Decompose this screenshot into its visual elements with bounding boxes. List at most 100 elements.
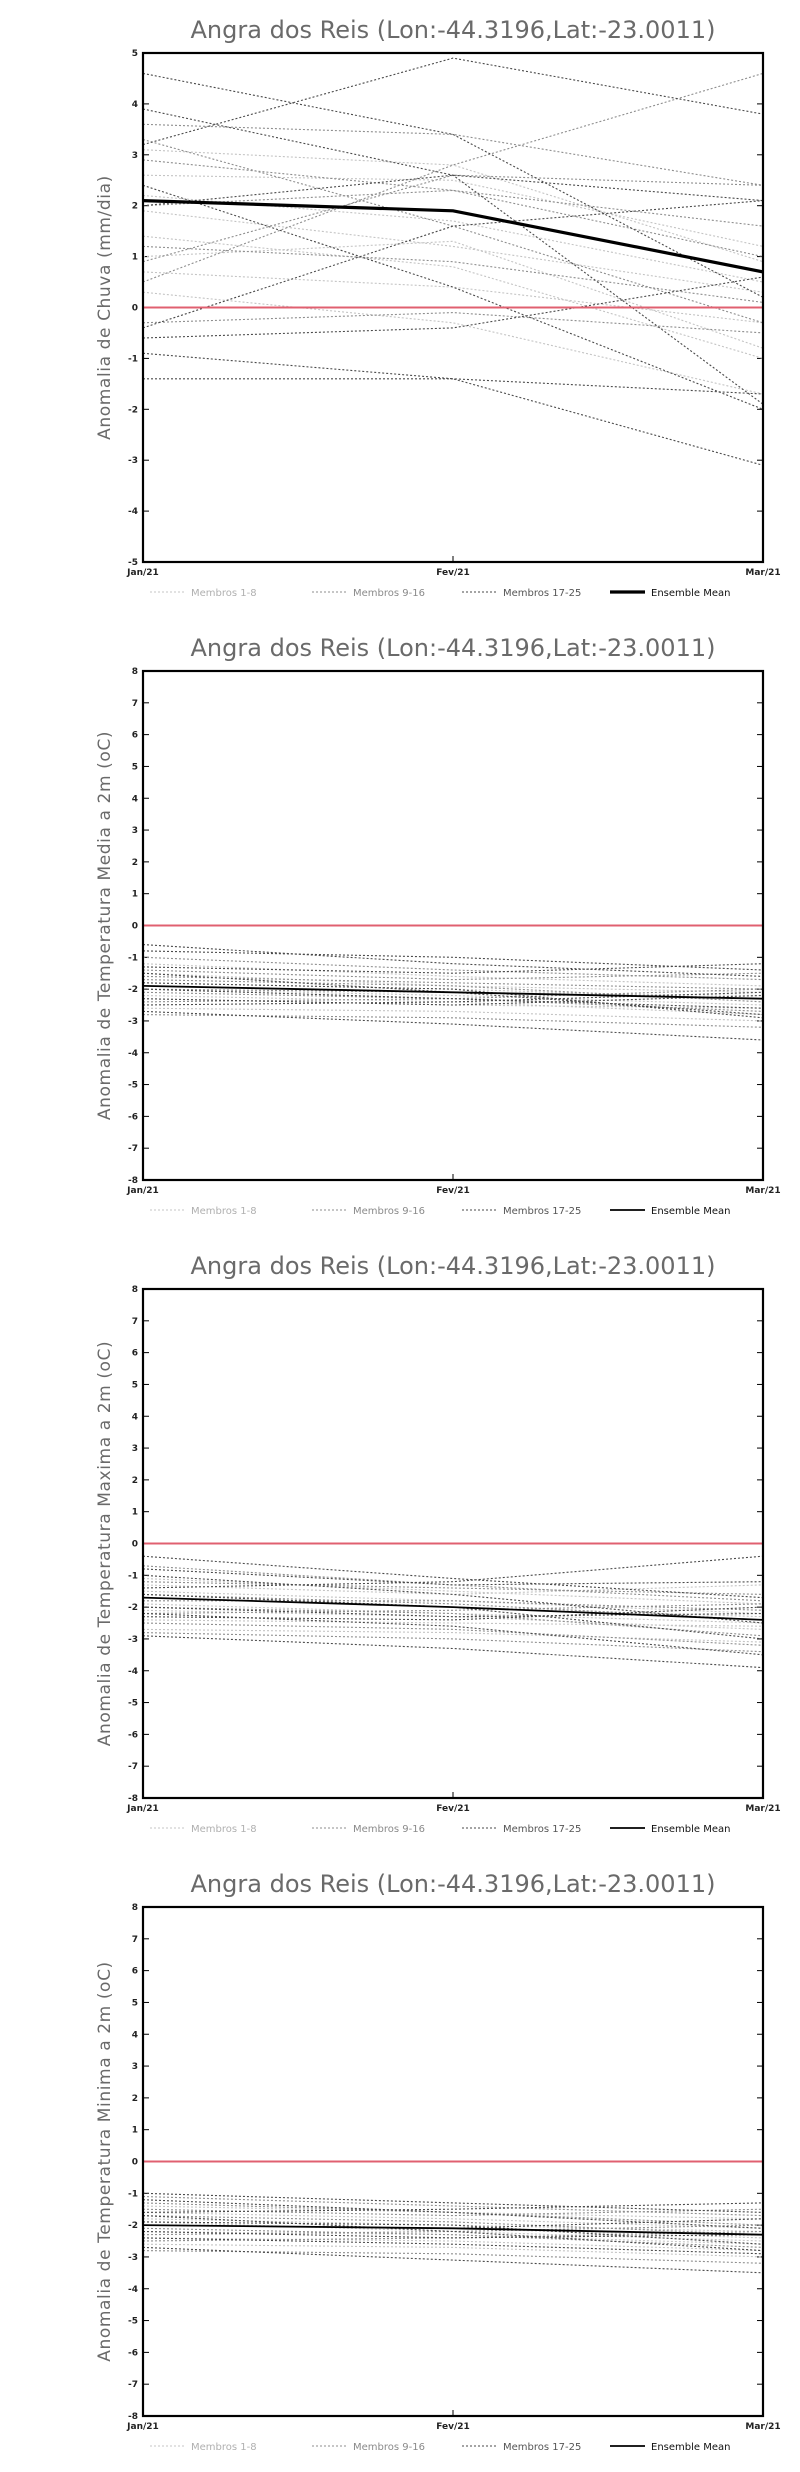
legend-label: Membros 9-16 — [353, 588, 425, 599]
y-axis-label: Anomalia de Chuva (mm/dia) — [95, 175, 115, 440]
y-tick-label: 4 — [132, 1412, 138, 1422]
y-tick-label: -7 — [128, 1144, 138, 1154]
chart-title: Angra dos Reis (Lon:-44.3196,Lat:-23.001… — [191, 16, 716, 44]
y-axis-label: Anomalia de Temperatura Media a 2m (oC) — [95, 731, 115, 1120]
y-tick-label: 4 — [132, 100, 138, 110]
x-tick-label: Fev/21 — [436, 2422, 470, 2432]
member-series-line — [142, 1597, 764, 1618]
member-series-line — [142, 2227, 764, 2248]
x-tick-label: Mar/21 — [745, 2422, 780, 2432]
y-tick-label: -5 — [128, 1699, 138, 1709]
y-tick-label: 1 — [132, 2126, 138, 2136]
y-axis-label: Anomalia de Temperatura Maxima a 2m (oC) — [95, 1341, 115, 1747]
legend-label: Membros 17-25 — [503, 1206, 581, 1217]
member-series-line — [142, 2218, 764, 2229]
member-series-line — [142, 1606, 764, 1637]
member-series-line — [142, 972, 764, 1016]
legend-label: Membros 17-25 — [503, 1824, 581, 1835]
member-series-line — [142, 1603, 764, 1624]
y-tick-label: -6 — [128, 2348, 138, 2358]
chart-svg: Angra dos Reis (Lon:-44.3196,Lat:-23.001… — [95, 634, 781, 1217]
member-series-line — [142, 985, 764, 997]
member-series-line — [142, 988, 764, 1006]
chart-panel-temp-minima: Angra dos Reis (Lon:-44.3196,Lat:-23.001… — [0, 1854, 800, 2472]
x-tick-label: Fev/21 — [436, 1804, 470, 1814]
member-series-line — [142, 1606, 764, 1618]
x-tick-label: Mar/21 — [745, 1804, 780, 1814]
member-series-line — [142, 2237, 764, 2252]
chart-panel-chuva: Angra dos Reis (Lon:-44.3196,Lat:-23.001… — [0, 0, 800, 618]
member-series-line — [142, 982, 764, 1019]
member-series-line — [142, 1007, 764, 1022]
member-series-line — [142, 72, 764, 298]
y-tick-label: 7 — [132, 1317, 138, 1327]
y-tick-label: 1 — [132, 890, 138, 900]
x-tick-label: Fev/21 — [436, 1186, 470, 1196]
member-series-line — [142, 184, 764, 410]
y-tick-label: -5 — [128, 2317, 138, 2327]
legend-label: Membros 1-8 — [191, 588, 257, 599]
y-tick-label: 6 — [132, 731, 138, 741]
member-series-line — [142, 2215, 764, 2252]
member-series-line — [142, 1584, 764, 1595]
member-series-line — [142, 2246, 764, 2274]
member-series-line — [142, 1577, 764, 1605]
member-series-line — [142, 2202, 764, 2226]
member-series-line — [142, 2202, 764, 2213]
member-series-line — [142, 1555, 764, 1599]
y-tick-label: -4 — [128, 507, 138, 517]
member-series-line — [142, 138, 764, 324]
y-tick-label: -3 — [128, 1635, 138, 1645]
member-series-line — [142, 2237, 764, 2255]
member-series-line — [142, 57, 764, 146]
y-tick-label: -2 — [128, 2221, 138, 2231]
y-tick-label: 8 — [132, 667, 138, 677]
member-series-line — [142, 988, 764, 1009]
member-series-line — [142, 969, 764, 981]
ensemble-mean-line — [142, 2224, 764, 2236]
member-series-line — [142, 2230, 764, 2242]
y-tick-label: 0 — [132, 922, 138, 932]
member-series-line — [142, 963, 764, 974]
member-series-line — [142, 1603, 764, 1615]
member-series-line — [142, 312, 764, 334]
y-tick-label: -7 — [128, 2380, 138, 2390]
member-series-line — [142, 1565, 764, 1602]
member-series-line — [142, 2221, 764, 2242]
plot-frame — [141, 1905, 765, 2418]
member-series-line — [142, 2208, 764, 2217]
member-series-line — [142, 240, 764, 349]
y-tick-label: -6 — [128, 1730, 138, 1740]
member-series-line — [142, 950, 764, 971]
y-tick-label: -2 — [128, 405, 138, 415]
y-tick-label: 3 — [132, 1444, 138, 1454]
member-series-line — [142, 988, 764, 1003]
member-series-line — [143, 1600, 764, 1611]
y-tick-label: -2 — [128, 985, 138, 995]
chart-panel-temp-media: Angra dos Reis (Lon:-44.3196,Lat:-23.001… — [0, 618, 800, 1236]
x-tick-label: Jan/21 — [126, 1804, 159, 1814]
member-series-line — [142, 2243, 764, 2258]
member-series-line — [142, 2195, 764, 2217]
y-tick-label: 3 — [132, 826, 138, 836]
legend-label: Membros 17-25 — [503, 588, 581, 599]
member-series-line — [142, 1622, 764, 1646]
y-tick-label: 3 — [132, 151, 138, 161]
ensemble-mean-line — [142, 985, 764, 1000]
y-tick-label: 5 — [132, 49, 138, 59]
member-series-line — [142, 975, 764, 990]
member-series-line — [142, 2205, 764, 2220]
y-tick-label: -1 — [128, 2189, 138, 2199]
legend-label: Ensemble Mean — [651, 588, 730, 599]
member-series-line — [142, 1632, 764, 1653]
y-tick-label: -1 — [128, 953, 138, 963]
member-series-line — [142, 194, 764, 283]
y-tick-label: 5 — [132, 1380, 138, 1390]
plot-frame — [141, 51, 765, 564]
member-series-line — [142, 1609, 764, 1630]
ensemble-mean-line — [142, 199, 764, 274]
y-tick-label: -3 — [128, 1017, 138, 1027]
y-tick-label: 3 — [132, 2062, 138, 2072]
member-series-line — [142, 108, 764, 405]
member-series-line — [142, 956, 764, 981]
